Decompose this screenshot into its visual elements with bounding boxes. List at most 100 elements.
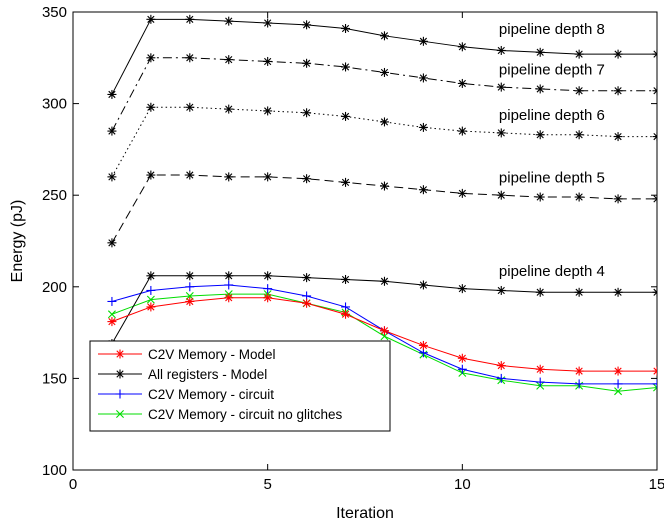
data-point [457, 188, 467, 198]
y-axis-title: Energy (pJ) [9, 200, 26, 283]
data-point [146, 102, 156, 112]
annotation-label: pipeline depth 7 [499, 61, 605, 78]
series-4 [107, 170, 657, 248]
annotation-label: pipeline depth 6 [499, 107, 605, 124]
data-point [185, 170, 195, 180]
data-point [496, 361, 506, 371]
series-6 [107, 53, 657, 136]
data-point [574, 130, 584, 140]
axis-ticks: 0 5 10 15 100 150 200 250 300 350 [42, 4, 664, 493]
y-tick-label: 350 [42, 4, 67, 21]
data-point [224, 293, 234, 303]
series-line [111, 106, 657, 178]
data-point [535, 287, 545, 297]
data-point [107, 126, 117, 136]
data-point [107, 89, 117, 99]
data-point [652, 194, 657, 204]
data-point [418, 185, 428, 195]
data-point [224, 280, 234, 290]
data-point [653, 383, 657, 392]
data-point [263, 106, 273, 116]
data-point [652, 379, 657, 389]
data-point [496, 128, 506, 138]
x-axis-title: Iteration [336, 505, 394, 522]
legend-marker [115, 349, 125, 359]
data-point [457, 78, 467, 88]
legend-entry: C2V Memory - circuit no glitches [98, 407, 343, 422]
data-point [224, 16, 234, 26]
legend-label: C2V Memory - circuit no glitches [148, 407, 343, 422]
data-point [652, 366, 657, 376]
x-tick-label: 10 [454, 476, 471, 493]
data-point [418, 340, 428, 350]
legend-label: C2V Memory - circuit [148, 387, 274, 402]
data-point [263, 18, 273, 28]
data-point [341, 111, 351, 121]
y-tick-label: 150 [42, 370, 67, 387]
data-point [574, 49, 584, 59]
data-point [379, 326, 389, 336]
data-point [146, 302, 156, 312]
data-point [107, 310, 116, 319]
data-point [574, 86, 584, 96]
data-point [418, 122, 428, 132]
data-point [379, 117, 389, 127]
data-point [379, 67, 389, 77]
legend-marker [116, 410, 124, 418]
legend-label: All registers - Model [148, 367, 267, 382]
data-point [418, 36, 428, 46]
data-point [614, 387, 623, 396]
data-point [146, 53, 156, 63]
y-tick-label: 100 [42, 462, 67, 479]
legend-entry: All registers - Model [98, 367, 267, 382]
data-point [652, 49, 657, 59]
legend: C2V Memory - Model All registers - Model C… [89, 340, 391, 432]
data-point [146, 170, 156, 180]
data-point [185, 53, 195, 63]
data-point [224, 271, 234, 281]
data-point [457, 353, 467, 363]
data-point [457, 126, 467, 136]
data-point [263, 271, 273, 281]
data-point [496, 45, 506, 55]
x-tick-label: 0 [69, 476, 77, 493]
annotations: pipeline depth 8 pipeline depth 7 pipeline… [499, 21, 605, 280]
legend-label: C2V Memory - Model [148, 347, 276, 362]
data-point [379, 181, 389, 191]
data-point [574, 287, 584, 297]
data-point [535, 47, 545, 57]
data-point [574, 366, 584, 376]
data-point [341, 62, 351, 72]
data-point [496, 285, 506, 295]
data-point [302, 58, 312, 68]
data-point [418, 73, 428, 83]
legend-entry: C2V Memory - Model [98, 347, 276, 362]
x-tick-label: 5 [263, 476, 271, 493]
data-point [107, 172, 117, 182]
series-7 [107, 14, 657, 99]
data-point [302, 20, 312, 30]
data-point [652, 287, 657, 297]
data-point [613, 86, 623, 96]
data-point [185, 282, 195, 292]
data-point [613, 379, 623, 389]
legend-marker [115, 389, 125, 399]
data-point [107, 238, 117, 248]
data-point [341, 274, 351, 284]
data-point [341, 23, 351, 33]
data-point [224, 172, 234, 182]
data-point [535, 364, 545, 374]
data-point [652, 86, 657, 96]
data-point [146, 271, 156, 281]
data-point [535, 84, 545, 94]
y-tick-label: 250 [42, 187, 67, 204]
data-point [263, 293, 273, 303]
data-point [535, 130, 545, 140]
data-point [379, 276, 389, 286]
data-point [574, 192, 584, 202]
data-point [341, 309, 351, 319]
data-point [613, 194, 623, 204]
data-point [146, 285, 156, 295]
data-point [379, 31, 389, 41]
